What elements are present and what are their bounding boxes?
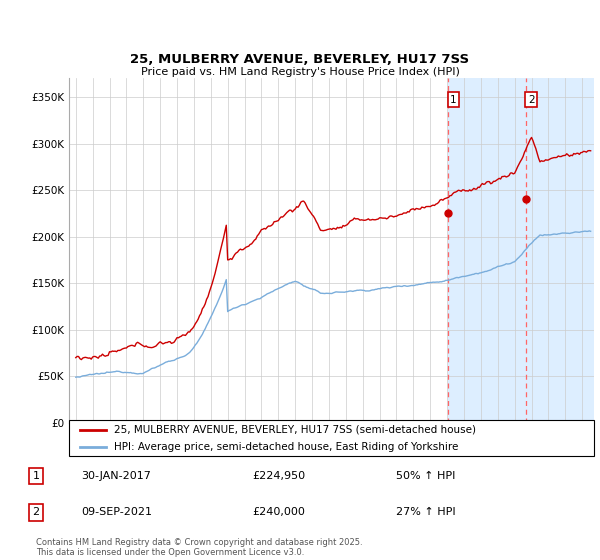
Text: 25, MULBERRY AVENUE, BEVERLEY, HU17 7SS (semi-detached house): 25, MULBERRY AVENUE, BEVERLEY, HU17 7SS …	[113, 425, 476, 435]
Text: 1: 1	[450, 95, 457, 105]
Text: 50% ↑ HPI: 50% ↑ HPI	[396, 471, 455, 481]
Bar	[448, 78, 594, 423]
Text: 1: 1	[32, 471, 40, 481]
Text: 25, MULBERRY AVENUE, BEVERLEY, HU17 7SS: 25, MULBERRY AVENUE, BEVERLEY, HU17 7SS	[130, 53, 470, 66]
Text: 30-JAN-2017: 30-JAN-2017	[81, 471, 151, 481]
Text: 27% ↑ HPI: 27% ↑ HPI	[396, 507, 455, 517]
Text: £224,950: £224,950	[252, 471, 305, 481]
Text: £240,000: £240,000	[252, 507, 305, 517]
Text: Price paid vs. HM Land Registry's House Price Index (HPI): Price paid vs. HM Land Registry's House …	[140, 67, 460, 77]
Text: HPI: Average price, semi-detached house, East Riding of Yorkshire: HPI: Average price, semi-detached house,…	[113, 442, 458, 451]
Text: 2: 2	[528, 95, 535, 105]
Text: Contains HM Land Registry data © Crown copyright and database right 2025.
This d: Contains HM Land Registry data © Crown c…	[36, 538, 362, 557]
Text: 2: 2	[32, 507, 40, 517]
Text: 09-SEP-2021: 09-SEP-2021	[81, 507, 152, 517]
